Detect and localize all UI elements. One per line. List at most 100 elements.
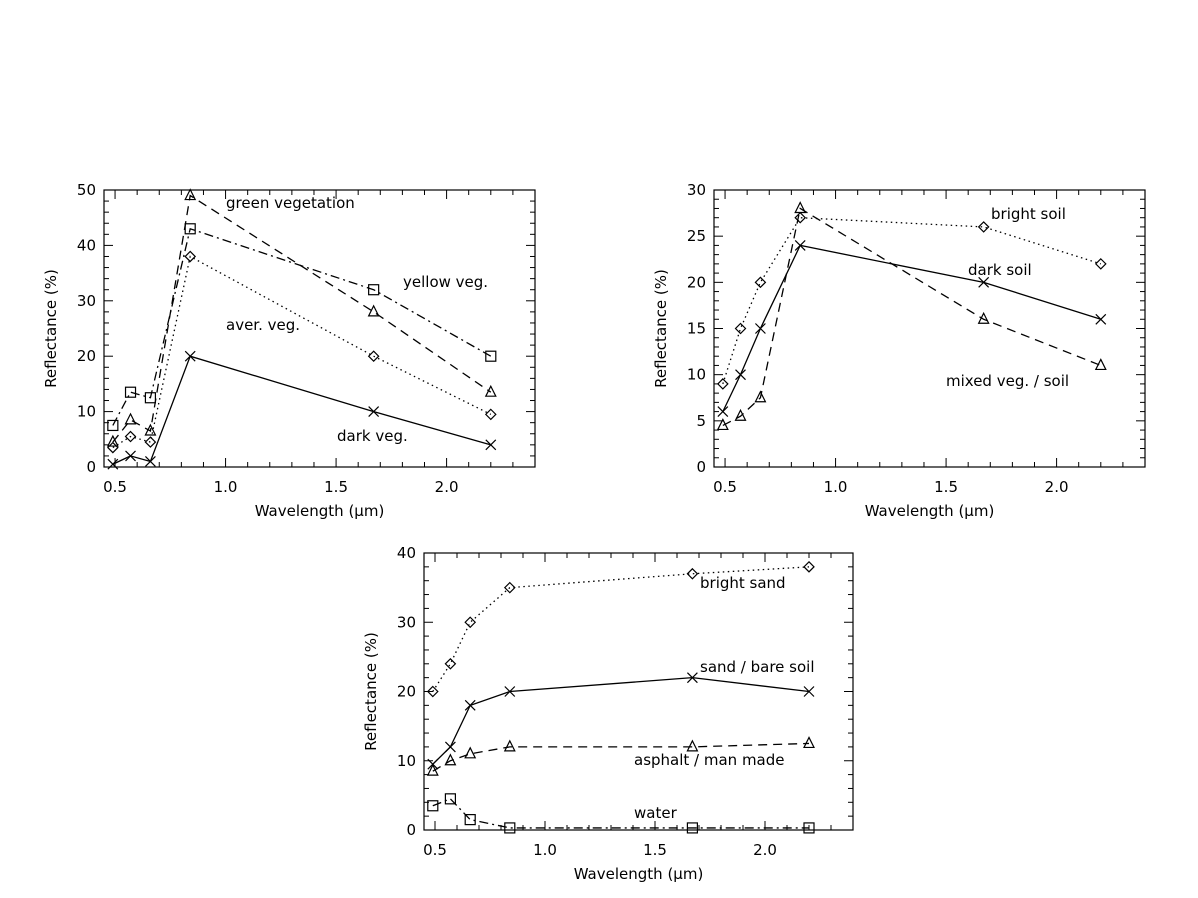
series-2: mixed veg. / soil <box>716 201 1107 431</box>
y-tick-label: 30 <box>77 292 96 310</box>
diamond-marker <box>503 581 516 594</box>
series-line <box>722 217 1101 385</box>
x-tick-label: 2.0 <box>753 841 777 859</box>
square-marker <box>368 284 380 296</box>
series-label: yellow veg. <box>403 273 488 291</box>
x-marker <box>464 699 476 711</box>
y-tick-label: 15 <box>687 320 706 338</box>
y-tick-label: 20 <box>687 273 706 291</box>
triangle-marker <box>503 739 516 752</box>
y-tick-label: 30 <box>397 613 416 631</box>
triangle-marker <box>144 423 157 436</box>
series-1: sand / bare soil <box>427 658 815 770</box>
triangle-marker <box>426 763 439 776</box>
x-marker <box>803 686 815 697</box>
diamond-marker <box>803 561 815 573</box>
series-1: yellow veg. <box>107 223 497 432</box>
triangle-marker <box>794 201 807 214</box>
square-marker <box>485 350 497 362</box>
series-line <box>722 244 1101 412</box>
y-tick-label: 10 <box>77 403 96 421</box>
series-2: asphalt / man made <box>426 736 815 776</box>
x-marker <box>444 741 456 753</box>
x-marker <box>754 323 766 334</box>
triangle-marker <box>734 408 747 421</box>
x-marker <box>144 456 156 467</box>
series-line <box>722 207 1102 427</box>
series-line <box>432 566 810 692</box>
x-tick-label: 0.5 <box>423 841 447 859</box>
diamond-marker <box>124 430 137 443</box>
plot-frame <box>103 189 536 468</box>
x-marker <box>485 439 497 451</box>
triangle-marker <box>464 746 477 759</box>
series-label: bright sand <box>700 574 786 592</box>
diamond-marker <box>716 378 729 390</box>
triangle-marker <box>803 736 815 749</box>
triangle-marker <box>977 311 990 324</box>
diamond-marker <box>484 408 497 421</box>
triangle-marker <box>754 390 767 403</box>
triangle-marker <box>444 753 457 766</box>
triangle-marker <box>106 434 119 447</box>
panel-top-right: 0.5 1.0 1.5 2.0 0 5 10 15 20 25 30 Wavelength (μm) R… <box>652 181 1146 520</box>
square-marker <box>144 392 157 404</box>
y-tick-label: 40 <box>77 236 96 254</box>
square-marker <box>444 793 456 805</box>
square-marker <box>107 419 119 432</box>
series-2: aver. veg. <box>106 250 497 454</box>
x-tick-label: 2.0 <box>435 478 459 496</box>
series-label: aver. veg. <box>226 316 300 334</box>
square-marker <box>427 800 439 812</box>
x-marker <box>107 458 119 470</box>
series-3: water <box>427 793 815 834</box>
x-marker <box>686 672 698 684</box>
x-tick-label: 1.0 <box>214 478 238 496</box>
triangle-marker <box>1094 358 1107 371</box>
y-tick-label: 5 <box>696 412 706 430</box>
x-marker <box>1095 313 1107 325</box>
square-marker <box>686 822 699 834</box>
series-3: dark veg. <box>107 350 497 470</box>
y-tick-label: 20 <box>77 347 96 365</box>
panel-bottom: 0.5 1.0 1.5 2.0 0 10 20 30 40 Wavelength (μm) Refl… <box>362 544 854 883</box>
series-label: sand / bare soil <box>700 658 815 676</box>
square-marker <box>504 822 516 834</box>
diamond-marker <box>444 657 457 670</box>
y-tick-label: 0 <box>86 458 96 476</box>
triangle-marker <box>686 739 699 752</box>
diamond-marker <box>794 211 807 224</box>
x-tick-label: 1.5 <box>643 841 667 859</box>
y-tick-label: 0 <box>406 821 416 839</box>
y-tick-label: 10 <box>397 752 416 770</box>
diamond-marker <box>144 436 157 448</box>
x-marker <box>184 350 196 362</box>
series-label: asphalt / man made <box>634 751 785 769</box>
series-label: water <box>634 804 678 822</box>
x-marker <box>978 276 990 288</box>
y-tick-label: 50 <box>77 181 96 199</box>
series-line <box>112 355 491 465</box>
triangle-marker <box>124 412 137 425</box>
x-tick-label: 1.0 <box>824 478 848 496</box>
series-line <box>112 255 492 449</box>
series-0: bright soil <box>716 205 1107 390</box>
y-tick-label: 30 <box>687 181 706 199</box>
x-marker <box>125 450 136 462</box>
x-tick-label: 0.5 <box>713 478 737 496</box>
diamond-marker <box>734 322 747 335</box>
diamond-marker <box>686 567 699 580</box>
diamond-marker <box>426 685 439 698</box>
square-marker <box>464 814 476 826</box>
x-marker <box>504 686 516 697</box>
series-1: dark soil <box>717 239 1107 418</box>
series-label: green vegetation <box>226 194 355 212</box>
y-tick-label: 10 <box>687 366 706 384</box>
diamond-marker <box>464 616 477 629</box>
x-tick-label: 0.5 <box>103 478 127 496</box>
x-axis-label: Wavelength (μm) <box>574 865 704 883</box>
square-marker <box>124 386 137 398</box>
x-tick-label: 1.0 <box>533 841 557 859</box>
y-tick-label: 20 <box>397 683 416 701</box>
